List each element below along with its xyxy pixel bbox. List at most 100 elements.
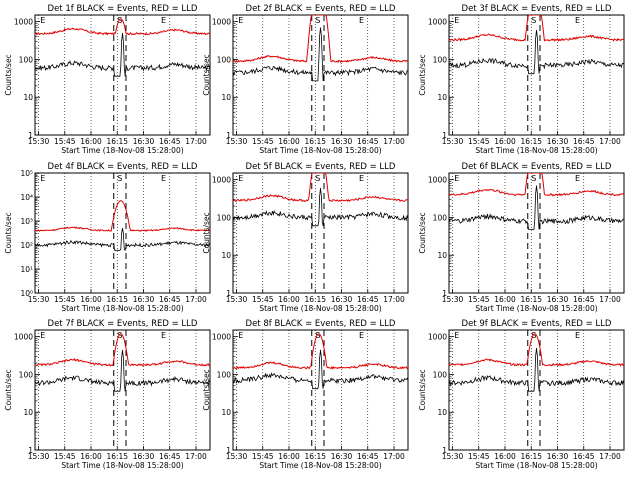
panel-title: Det 6f BLACK = Events, RED = LLD xyxy=(462,162,612,172)
x-tick-label: 16:45 xyxy=(573,295,595,304)
x-tick-label: 16:45 xyxy=(159,452,181,461)
series-line-black-events xyxy=(449,347,624,392)
y-tick-label: 100 xyxy=(433,213,448,222)
y-tick-label: 10⁵ xyxy=(20,169,33,178)
y-tick-label: 10 xyxy=(23,408,33,417)
plot-frame xyxy=(34,14,211,136)
marker-label: S xyxy=(531,16,536,25)
x-tick-label: 15:45 xyxy=(468,452,490,461)
x-tick-label: 15:30 xyxy=(28,137,50,146)
marker-label: E xyxy=(359,174,364,183)
chart-panel-9: Det 9f BLACK = Events, RED = LLD 15:30 15:… xyxy=(418,319,625,470)
x-tick-label: 16:30 xyxy=(547,295,569,304)
marker-label: E xyxy=(575,174,580,183)
y-tick-label: 100 xyxy=(19,55,34,64)
y-tick-label: 1000 xyxy=(428,333,447,342)
marker-label: S xyxy=(315,16,320,25)
x-axis-label: Start Time (18-Nov-08 15:28:00) xyxy=(475,461,597,470)
marker-label: E xyxy=(40,331,45,340)
y-tick-label: 10 xyxy=(221,93,231,102)
panel-title: Det 4f BLACK = Events, RED = LLD xyxy=(48,162,198,172)
plot-frame xyxy=(34,172,211,294)
x-tick-label: 17:00 xyxy=(185,452,207,461)
x-tick-label: 15:45 xyxy=(54,295,76,304)
x-tick-label: 16:30 xyxy=(331,452,353,461)
plot-frame xyxy=(232,14,409,136)
x-axis-label: Start Time (18-Nov-08 15:28:00) xyxy=(475,304,597,313)
y-tick-label: 10 xyxy=(437,251,447,260)
series-line-black-events xyxy=(35,228,210,252)
plot-frame xyxy=(448,329,625,451)
chart-panel-5: Det 5f BLACK = Events, RED = LLD 15:30 15:… xyxy=(202,162,409,313)
x-tick-label: 16:30 xyxy=(547,452,569,461)
x-tick-label: 15:30 xyxy=(442,452,464,461)
x-axis-label: Start Time (18-Nov-08 15:28:00) xyxy=(61,304,183,313)
chart-panel-2: Det 2f BLACK = Events, RED = LLD 15:30 15:… xyxy=(202,4,409,155)
x-tick-label: 16:30 xyxy=(331,295,353,304)
chart-panel-3: Det 3f BLACK = Events, RED = LLD 15:30 15:… xyxy=(418,4,625,155)
y-tick-label: 1 xyxy=(442,131,447,140)
marker-label: S xyxy=(117,174,122,183)
x-tick-label: 16:30 xyxy=(547,137,569,146)
chart-panel-4: Det 4f BLACK = Events, RED = LLD 15:30 15:… xyxy=(4,162,211,313)
x-tick-label: 16:15 xyxy=(304,137,326,146)
y-axis-label: Counts/sec xyxy=(418,54,427,95)
marker-label: S xyxy=(117,16,122,25)
marker-label: E xyxy=(161,174,166,183)
y-axis-label: Counts/sec xyxy=(4,369,13,410)
x-tick-label: 16:00 xyxy=(278,137,300,146)
x-tick-label: 16:00 xyxy=(494,137,516,146)
series-line-red-lld xyxy=(35,333,210,367)
y-tick-label: 1000 xyxy=(212,176,231,185)
panel-title: Det 5f BLACK = Events, RED = LLD xyxy=(246,162,396,172)
x-tick-label: 16:45 xyxy=(357,295,379,304)
plot-frame xyxy=(34,329,211,451)
x-tick-label: 16:15 xyxy=(520,295,542,304)
series-line-red-lld xyxy=(233,173,408,203)
marker-label: E xyxy=(40,16,45,25)
marker-label: E xyxy=(161,16,166,25)
x-tick-label: 16:00 xyxy=(80,452,102,461)
series-line-red-lld xyxy=(35,18,210,36)
marker-label: S xyxy=(117,331,122,340)
series-line-red-lld xyxy=(35,200,210,232)
x-tick-label: 16:00 xyxy=(494,452,516,461)
x-tick-label: 17:00 xyxy=(383,295,405,304)
y-tick-label: 1000 xyxy=(14,333,33,342)
marker-label: S xyxy=(315,331,320,340)
x-tick-label: 15:45 xyxy=(252,137,274,146)
x-tick-label: 16:30 xyxy=(133,295,155,304)
x-tick-label: 16:45 xyxy=(159,295,181,304)
y-tick-label: 100 xyxy=(217,55,232,64)
y-tick-label: 10¹ xyxy=(20,265,33,274)
panel-title: Det 3f BLACK = Events, RED = LLD xyxy=(462,4,612,14)
y-tick-label: 100 xyxy=(217,213,232,222)
series-line-black-events xyxy=(35,32,210,77)
chart-panel-1: Det 1f BLACK = Events, RED = LLD 15:30 15:… xyxy=(4,4,211,155)
y-axis-label: Counts/sec xyxy=(418,212,427,253)
y-tick-label: 10² xyxy=(20,241,33,250)
x-tick-label: 16:00 xyxy=(278,452,300,461)
x-tick-label: 15:45 xyxy=(468,295,490,304)
x-tick-label: 15:30 xyxy=(226,295,248,304)
y-tick-label: 10 xyxy=(23,93,33,102)
y-tick-label: 1 xyxy=(442,289,447,298)
x-tick-label: 16:15 xyxy=(520,452,542,461)
x-tick-label: 15:30 xyxy=(226,452,248,461)
panel-title: Det 1f BLACK = Events, RED = LLD xyxy=(48,4,198,14)
marker-label: E xyxy=(359,331,364,340)
x-tick-label: 15:45 xyxy=(252,295,274,304)
y-axis-label: Counts/sec xyxy=(202,369,211,410)
series-line-red-lld xyxy=(233,15,408,64)
x-tick-label: 16:45 xyxy=(357,452,379,461)
x-tick-label: 15:45 xyxy=(468,137,490,146)
marker-label: E xyxy=(454,331,459,340)
y-tick-label: 10 xyxy=(221,251,231,260)
marker-label: E xyxy=(161,331,166,340)
x-tick-label: 16:45 xyxy=(573,452,595,461)
x-tick-label: 16:15 xyxy=(304,452,326,461)
x-tick-label: 16:15 xyxy=(106,137,128,146)
marker-label: S xyxy=(315,174,320,183)
x-axis-label: Start Time (18-Nov-08 15:28:00) xyxy=(61,146,183,155)
